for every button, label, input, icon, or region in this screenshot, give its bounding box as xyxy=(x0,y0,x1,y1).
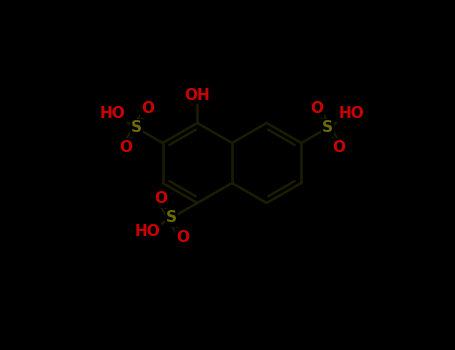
Text: O: O xyxy=(119,140,132,155)
Text: O: O xyxy=(310,102,323,117)
Text: HO: HO xyxy=(134,224,160,239)
Text: S: S xyxy=(131,120,142,135)
Text: S: S xyxy=(166,210,177,225)
Text: HO: HO xyxy=(339,106,364,121)
Text: O: O xyxy=(154,191,167,206)
Text: S: S xyxy=(322,120,333,135)
Text: O: O xyxy=(176,230,189,245)
Text: O: O xyxy=(141,102,154,117)
Text: OH: OH xyxy=(184,88,210,103)
Text: HO: HO xyxy=(100,106,126,121)
Text: O: O xyxy=(332,140,345,155)
